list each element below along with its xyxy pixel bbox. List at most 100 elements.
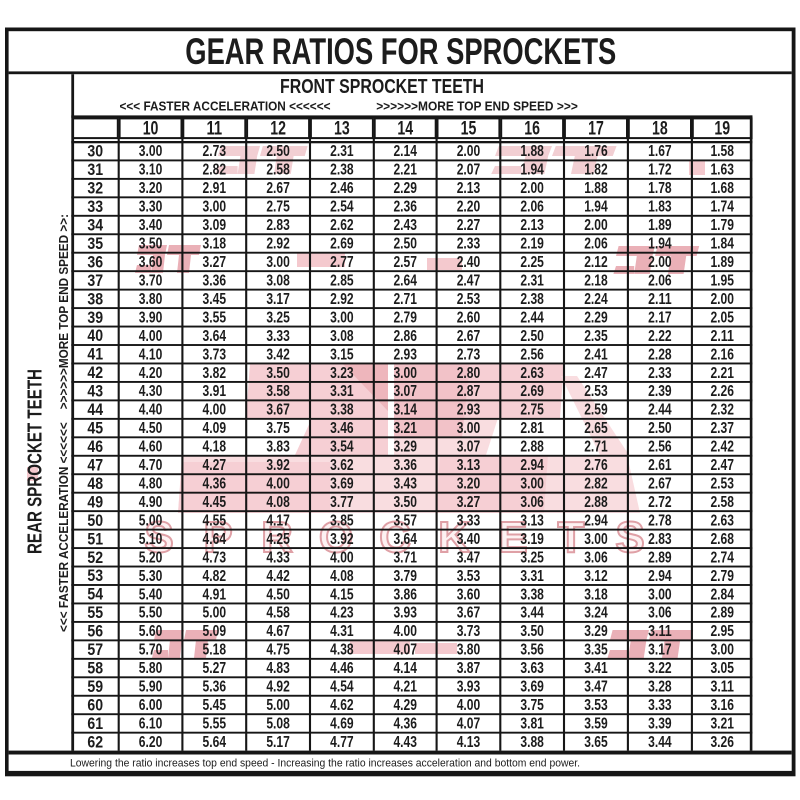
svg-text:11: 11 [206, 119, 222, 140]
svg-text:3.64: 3.64 [393, 531, 417, 548]
svg-text:52: 52 [87, 549, 103, 567]
svg-text:3.85: 3.85 [330, 512, 354, 529]
svg-text:4.92: 4.92 [266, 679, 290, 696]
svg-text:4.30: 4.30 [139, 383, 163, 400]
svg-text:3.47: 3.47 [457, 549, 481, 566]
svg-text:3.00: 3.00 [648, 586, 672, 603]
svg-text:60: 60 [87, 696, 103, 714]
svg-text:3.20: 3.20 [457, 476, 481, 493]
svg-text:3.92: 3.92 [330, 531, 354, 548]
svg-text:3.73: 3.73 [203, 346, 227, 363]
svg-text:16: 16 [524, 119, 540, 140]
svg-text:2.19: 2.19 [520, 236, 544, 253]
svg-text:2.46: 2.46 [330, 180, 354, 197]
svg-text:2.84: 2.84 [710, 586, 734, 603]
svg-text:2.53: 2.53 [457, 291, 481, 308]
svg-text:3.55: 3.55 [203, 309, 227, 326]
svg-text:4.91: 4.91 [203, 586, 227, 603]
svg-text:4.36: 4.36 [203, 476, 227, 493]
svg-text:2.38: 2.38 [330, 162, 354, 179]
svg-text:2.40: 2.40 [457, 254, 481, 271]
svg-text:2.42: 2.42 [710, 439, 734, 456]
svg-text:3.80: 3.80 [139, 291, 163, 308]
svg-text:2.44: 2.44 [520, 309, 544, 326]
svg-text:4.80: 4.80 [139, 476, 163, 493]
svg-text:3.73: 3.73 [457, 623, 481, 640]
svg-text:3.33: 3.33 [648, 697, 672, 714]
svg-text:43: 43 [87, 383, 103, 401]
svg-text:O: O [319, 513, 353, 562]
svg-text:4.69: 4.69 [330, 715, 354, 732]
svg-text:2.77: 2.77 [330, 254, 354, 271]
svg-text:2.50: 2.50 [393, 236, 417, 253]
svg-text:3.33: 3.33 [457, 512, 481, 529]
svg-text:3.81: 3.81 [520, 715, 544, 732]
svg-text:3.00: 3.00 [203, 199, 227, 216]
svg-text:4.10: 4.10 [139, 346, 163, 363]
svg-text:3.43: 3.43 [393, 476, 417, 493]
svg-text:5.30: 5.30 [139, 568, 163, 585]
svg-text:5.17: 5.17 [266, 734, 290, 751]
svg-text:2.68: 2.68 [710, 531, 734, 548]
svg-text:4.07: 4.07 [457, 715, 481, 732]
svg-text:2.13: 2.13 [520, 217, 544, 234]
svg-text:2.79: 2.79 [710, 568, 734, 585]
svg-text:2.60: 2.60 [457, 309, 481, 326]
svg-text:3.25: 3.25 [266, 309, 290, 326]
svg-text:2.72: 2.72 [648, 494, 672, 511]
svg-text:3.50: 3.50 [139, 236, 163, 253]
svg-text:3.14: 3.14 [393, 402, 417, 419]
svg-text:4.20: 4.20 [139, 365, 163, 382]
svg-text:2.91: 2.91 [203, 180, 227, 197]
svg-text:56: 56 [87, 623, 103, 641]
svg-text:2.71: 2.71 [584, 439, 608, 456]
svg-text:5.20: 5.20 [139, 549, 163, 566]
svg-text:3.23: 3.23 [330, 365, 354, 382]
svg-text:2.14: 2.14 [393, 143, 417, 160]
svg-text:2.47: 2.47 [457, 272, 481, 289]
svg-text:41: 41 [87, 346, 103, 364]
svg-text:3.00: 3.00 [393, 365, 417, 382]
svg-text:4.38: 4.38 [330, 642, 354, 659]
svg-text:2.75: 2.75 [266, 199, 290, 216]
svg-text:3.67: 3.67 [266, 402, 290, 419]
svg-text:54: 54 [87, 586, 103, 604]
svg-text:5.70: 5.70 [139, 642, 163, 659]
svg-text:12: 12 [270, 119, 286, 140]
svg-text:GEAR RATIOS FOR SPROCKETS: GEAR RATIOS FOR SPROCKETS [185, 31, 616, 72]
svg-text:Lowering the ratio increases t: Lowering the ratio increases top end spe… [70, 758, 580, 770]
svg-text:4.21: 4.21 [393, 679, 417, 696]
svg-text:2.75: 2.75 [520, 402, 544, 419]
svg-text:37: 37 [87, 272, 103, 290]
svg-text:47: 47 [87, 456, 103, 474]
svg-text:2.53: 2.53 [584, 383, 608, 400]
svg-text:3.47: 3.47 [584, 679, 608, 696]
svg-text:REAR SPROCKET TEETH: REAR SPROCKET TEETH [24, 369, 47, 554]
svg-text:2.82: 2.82 [203, 162, 227, 179]
svg-text:4.29: 4.29 [393, 697, 417, 714]
svg-text:5.40: 5.40 [139, 586, 163, 603]
svg-text:2.87: 2.87 [457, 383, 481, 400]
svg-text:51: 51 [87, 530, 103, 548]
svg-text:2.78: 2.78 [648, 512, 672, 529]
svg-text:5.45: 5.45 [203, 697, 227, 714]
svg-text:3.60: 3.60 [139, 254, 163, 271]
svg-text:2.62: 2.62 [330, 217, 354, 234]
svg-text:2.58: 2.58 [710, 494, 734, 511]
svg-text:2.37: 2.37 [710, 420, 734, 437]
svg-text:3.15: 3.15 [330, 346, 354, 363]
svg-text:5.10: 5.10 [139, 531, 163, 548]
svg-text:3.90: 3.90 [139, 309, 163, 326]
svg-text:2.13: 2.13 [457, 180, 481, 197]
svg-text:5.60: 5.60 [139, 623, 163, 640]
svg-text:3.00: 3.00 [457, 420, 481, 437]
svg-text:2.67: 2.67 [457, 328, 481, 345]
svg-text:3.11: 3.11 [648, 623, 672, 640]
svg-text:3.83: 3.83 [266, 439, 290, 456]
svg-text:3.06: 3.06 [520, 494, 544, 511]
svg-text:2.32: 2.32 [710, 402, 734, 419]
svg-text:2.35: 2.35 [584, 328, 608, 345]
svg-text:3.18: 3.18 [203, 236, 227, 253]
svg-text:2.69: 2.69 [330, 236, 354, 253]
svg-text:3.65: 3.65 [584, 734, 608, 751]
